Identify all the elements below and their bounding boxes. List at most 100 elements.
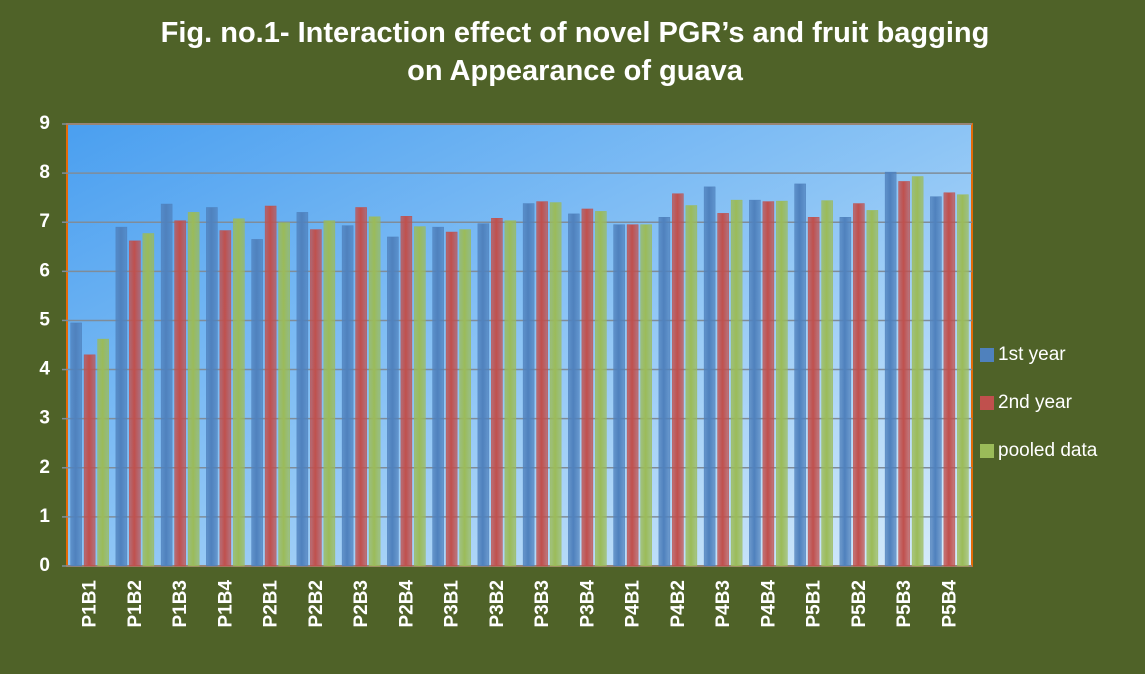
x-tick-label: P5B3	[894, 580, 915, 628]
x-tick-label: P4B4	[758, 580, 779, 628]
bar	[703, 186, 716, 567]
bar	[685, 205, 698, 567]
bar	[730, 199, 743, 567]
bar	[459, 229, 471, 567]
bar	[142, 233, 155, 567]
bar	[595, 211, 607, 567]
bar	[160, 203, 173, 567]
bar	[640, 224, 652, 567]
bar	[839, 217, 852, 567]
bar	[613, 224, 625, 567]
bar	[717, 213, 729, 567]
y-tick-label: 6	[39, 260, 50, 281]
x-tick-label: P1B4	[215, 580, 236, 628]
y-tick-label: 5	[39, 309, 50, 330]
x-tick-label: P3B3	[532, 580, 553, 628]
bar	[341, 225, 354, 567]
x-tick-label: P3B1	[442, 580, 463, 628]
bar	[866, 210, 879, 567]
x-tick-label: P5B4	[939, 580, 960, 628]
bar	[749, 199, 761, 567]
y-tick-label: 1	[39, 506, 50, 527]
legend-marker	[980, 396, 994, 410]
bar	[296, 212, 309, 567]
bar	[794, 183, 806, 567]
x-tick-label: P2B2	[306, 580, 327, 628]
bar	[898, 181, 910, 567]
bar	[477, 223, 490, 567]
x-tick-label: P4B1	[623, 580, 644, 628]
bar	[626, 224, 639, 567]
x-tick-label: P4B3	[713, 580, 734, 628]
bar	[310, 229, 322, 567]
x-tick-label: P4B2	[668, 580, 689, 628]
y-tick-label: 4	[39, 359, 50, 380]
bar	[853, 203, 865, 567]
bar	[219, 230, 232, 567]
bar	[821, 200, 833, 567]
y-tick-label: 7	[39, 211, 50, 232]
bar	[368, 216, 381, 567]
y-tick-label: 0	[39, 555, 50, 576]
x-tick-label: P2B1	[261, 580, 282, 628]
x-tick-label: P1B1	[80, 580, 101, 628]
bar	[355, 207, 367, 567]
bar	[70, 322, 82, 567]
chart-title: Fig. no.1- Interaction effect of novel P…	[160, 17, 990, 87]
bar	[251, 239, 263, 567]
bar	[776, 200, 788, 567]
bar	[930, 196, 942, 567]
bar	[943, 192, 956, 567]
bar	[278, 222, 290, 567]
bar	[187, 212, 200, 567]
bar	[387, 236, 399, 567]
bar	[762, 201, 775, 567]
bar	[568, 213, 580, 567]
bar	[522, 203, 535, 567]
legend-label: pooled data	[998, 440, 1098, 461]
legend-marker	[980, 348, 994, 362]
bar	[233, 218, 245, 567]
x-tick-label: P5B2	[849, 580, 870, 628]
plot-area	[66, 123, 973, 567]
x-tick-label: P2B3	[351, 580, 372, 628]
bar	[957, 194, 969, 567]
x-tick-label: P3B2	[487, 580, 508, 628]
x-tick-label: P1B3	[170, 580, 191, 628]
bar	[445, 231, 458, 567]
bar	[884, 171, 897, 567]
bar	[432, 226, 444, 567]
y-tick-label: 2	[39, 457, 50, 478]
y-tick-label: 3	[39, 408, 50, 429]
bar	[581, 208, 594, 567]
bar	[97, 338, 109, 567]
bar	[536, 201, 548, 567]
x-tick-label: P2B4	[396, 580, 417, 628]
y-tick-label: 9	[39, 113, 50, 134]
legend-marker	[980, 444, 994, 458]
bar	[174, 220, 186, 567]
bar	[672, 193, 684, 567]
bar	[400, 216, 413, 567]
bar	[323, 220, 336, 567]
bar	[911, 176, 924, 567]
x-tick-label: P3B4	[577, 580, 598, 628]
bar	[115, 226, 128, 567]
bar	[129, 240, 141, 567]
bar	[414, 226, 426, 567]
x-tick-label: P1B2	[125, 580, 146, 628]
bar	[491, 218, 503, 567]
legend-label: 1st year	[998, 344, 1066, 365]
bar	[549, 202, 562, 567]
x-tick-label: P5B1	[804, 580, 825, 628]
bar	[206, 207, 218, 567]
y-tick-label: 8	[39, 162, 50, 183]
bar	[83, 354, 96, 567]
bar	[807, 217, 820, 567]
legend-label: 2nd year	[998, 392, 1073, 413]
bar	[504, 220, 517, 567]
bar	[658, 217, 671, 567]
bar	[264, 205, 277, 567]
